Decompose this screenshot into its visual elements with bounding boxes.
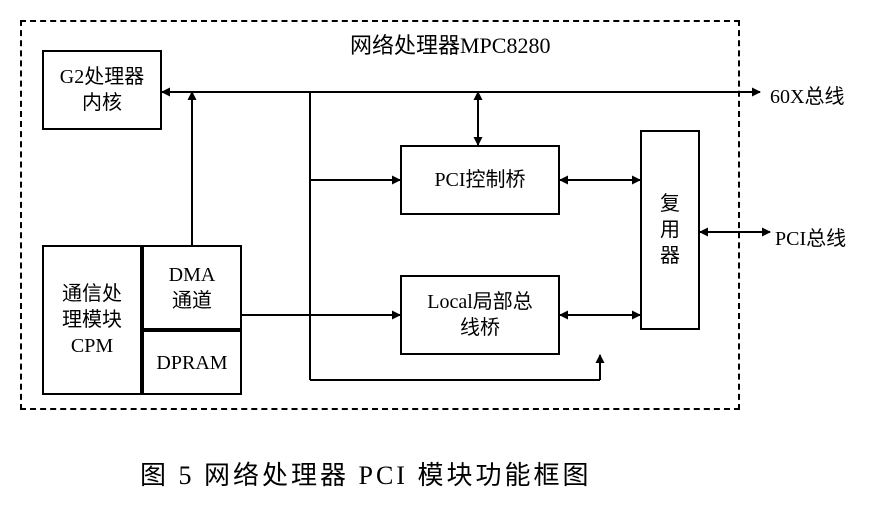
block-local-bridge: Local局部总线桥: [400, 275, 560, 355]
block-g2-core: G2处理器内核: [42, 50, 162, 130]
figure-caption: 图 5 网络处理器 PCI 模块功能框图: [140, 455, 591, 492]
block-cpm-label: 通信处理模块CPM: [62, 281, 122, 359]
block-multiplexer: 复用器: [640, 130, 700, 330]
block-cpm: 通信处理模块CPM: [42, 245, 142, 395]
block-dma-channel: DMA通道: [142, 245, 242, 330]
block-localbr-label: Local局部总线桥: [427, 289, 533, 341]
block-pcibr-label: PCI控制桥: [434, 167, 525, 193]
label-60x-bus: 60X总线: [770, 80, 844, 109]
label-pci-bus: PCI总线: [775, 222, 846, 251]
block-pci-bridge: PCI控制桥: [400, 145, 560, 215]
block-dpram: DPRAM: [142, 330, 242, 395]
block-dma-label: DMA通道: [169, 262, 216, 314]
diagram-title: 网络处理器MPC8280: [350, 28, 550, 60]
block-mux-label: 复用器: [660, 191, 680, 269]
block-g2-label: G2处理器内核: [60, 64, 144, 116]
block-dpram-label: DPRAM: [156, 350, 227, 376]
